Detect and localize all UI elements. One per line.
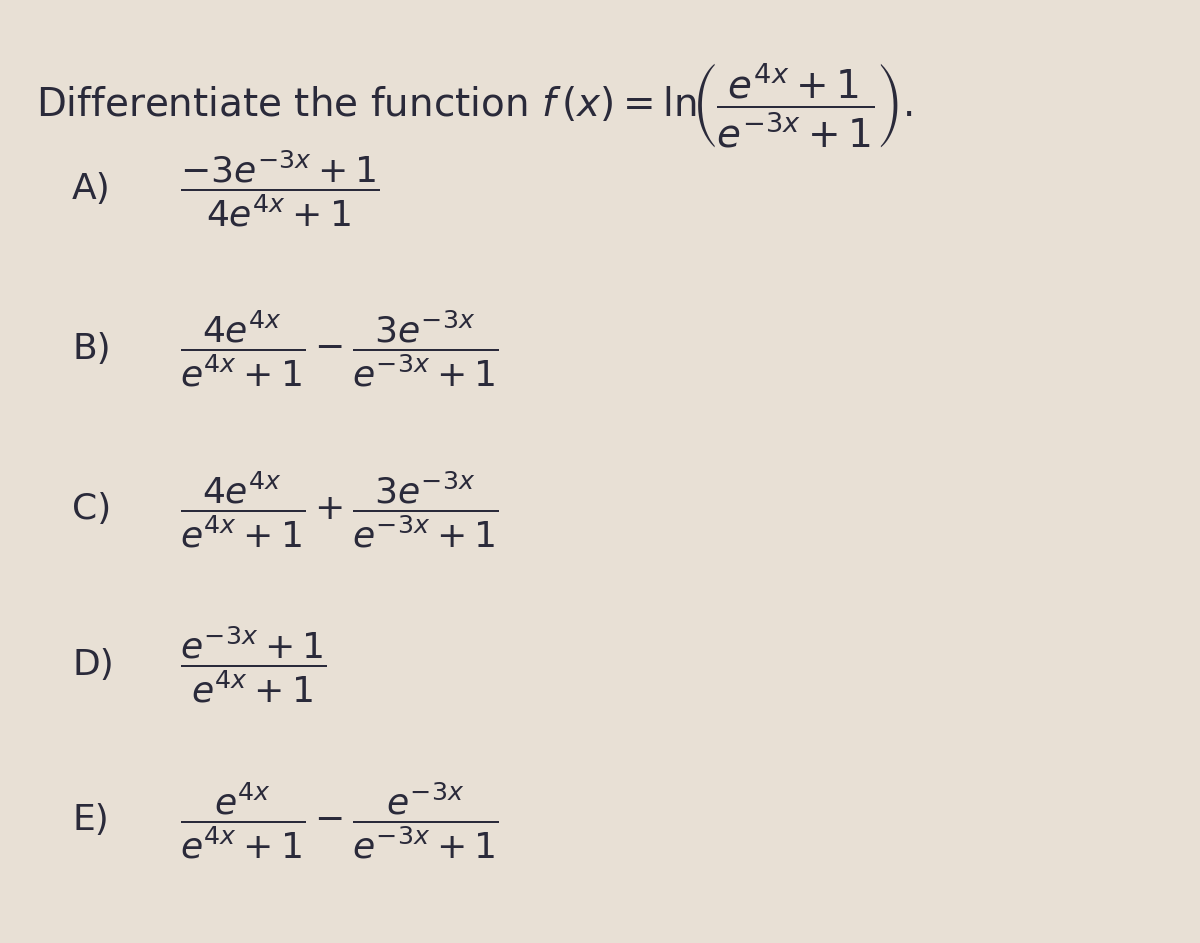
Text: C): C) (72, 492, 112, 526)
Text: $\dfrac{-3e^{-3x}+1}{4e^{4x}+1}$: $\dfrac{-3e^{-3x}+1}{4e^{4x}+1}$ (180, 148, 379, 229)
Text: $\dfrac{e^{-3x}+1}{e^{4x}+1}$: $\dfrac{e^{-3x}+1}{e^{4x}+1}$ (180, 624, 326, 705)
Text: A): A) (72, 172, 110, 206)
Text: D): D) (72, 648, 114, 682)
Text: B): B) (72, 332, 110, 366)
Text: $\dfrac{4e^{4x}}{e^{4x}+1}-\dfrac{3e^{-3x}}{e^{-3x}+1}$: $\dfrac{4e^{4x}}{e^{4x}+1}-\dfrac{3e^{-3… (180, 308, 498, 389)
Text: Differentiate the function $f\,(x)=\mathrm{ln}\!\left(\dfrac{e^{4x}+1}{e^{-3x}+1: Differentiate the function $f\,(x)=\math… (36, 61, 913, 149)
Text: $\dfrac{e^{4x}}{e^{4x}+1}-\dfrac{e^{-3x}}{e^{-3x}+1}$: $\dfrac{e^{4x}}{e^{4x}+1}-\dfrac{e^{-3x}… (180, 780, 498, 861)
Text: $\dfrac{4e^{4x}}{e^{4x}+1}+\dfrac{3e^{-3x}}{e^{-3x}+1}$: $\dfrac{4e^{4x}}{e^{4x}+1}+\dfrac{3e^{-3… (180, 469, 498, 550)
Text: E): E) (72, 803, 109, 837)
